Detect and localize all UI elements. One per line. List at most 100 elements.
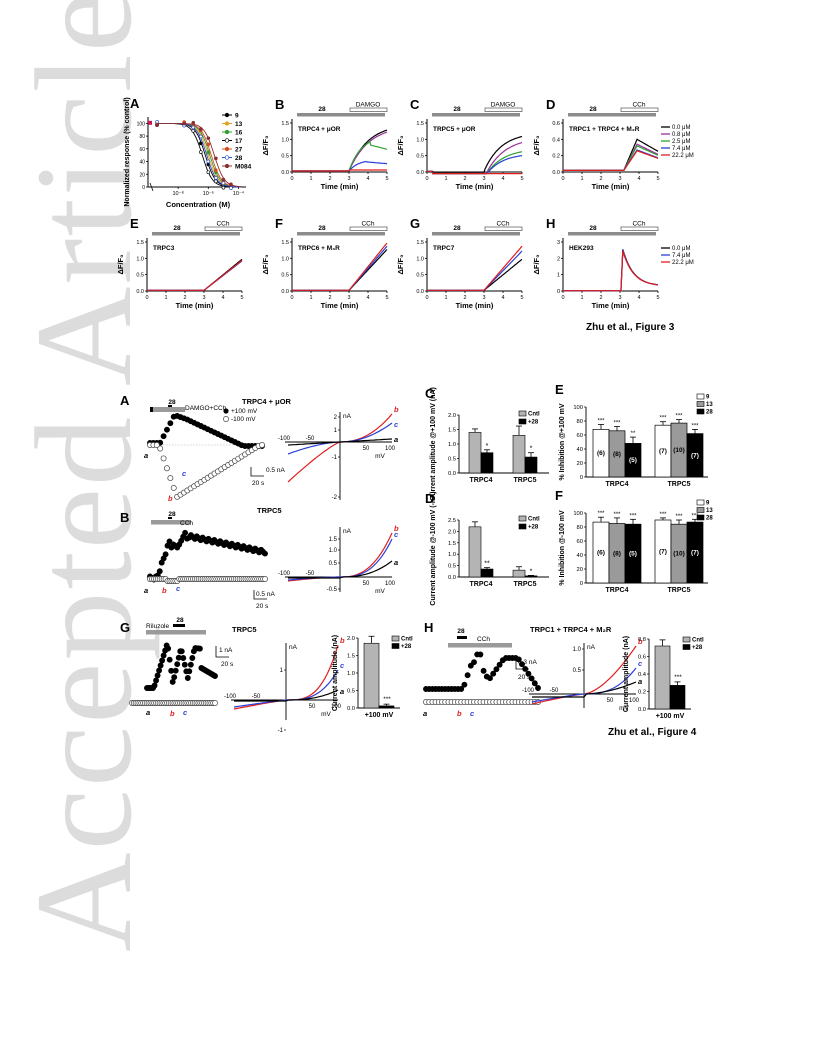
scale-bar	[250, 467, 264, 477]
scale-bar	[515, 660, 529, 670]
significance-stars: ***	[674, 674, 682, 681]
y-tick-label: 1.5	[416, 121, 424, 127]
agonist-label: Riluzole	[146, 623, 170, 630]
bar-y-tick-label: 2.0	[347, 636, 355, 642]
y-tick-label: 0.5	[281, 273, 289, 279]
iv-x-tick-label: -50	[306, 571, 315, 577]
current-point-positive	[166, 538, 173, 545]
agonist-label: CCh	[361, 221, 374, 228]
data-point	[229, 186, 233, 190]
significance-stars: ***	[659, 416, 667, 422]
current-point-positive	[174, 661, 181, 668]
bar-TRPC5-+28	[524, 456, 538, 474]
y-tick-label: 1.5	[281, 121, 289, 127]
current-point-positive	[490, 670, 497, 677]
group-label: TRPC5	[668, 481, 691, 488]
panel-letter: G	[120, 620, 130, 635]
y-axis-label: ΔF/F₀	[261, 135, 270, 155]
iv-curve-label: c	[394, 530, 399, 539]
bar-y-tick-label: 0.0	[448, 575, 456, 581]
significance-stars: ***	[613, 421, 621, 427]
agonist-bar	[153, 407, 185, 412]
control-marker	[148, 120, 152, 125]
fluorescence-trace	[292, 141, 388, 172]
x-axis-label: Concentration (M)	[166, 200, 231, 209]
agonist-label: DAMGO+CCh	[185, 405, 227, 412]
time-point-c: c	[182, 469, 187, 478]
y-tick-label: 20	[139, 172, 145, 178]
bar-y-tick-label: 2.0	[448, 529, 456, 535]
panel-3c: C 28 DAMGO 0.0 0.5 1.0 1.5 0 1 2 3 4 5 Time (min) ΔF/F…	[396, 97, 524, 191]
group-label: TRPC5	[668, 587, 691, 594]
y-tick-label: 0.5	[416, 154, 424, 160]
current-point-positive	[525, 670, 532, 677]
legend-swatch	[682, 644, 691, 650]
sample-size: (10)	[673, 447, 685, 454]
x-tick-label: 3	[347, 295, 350, 301]
agonist-label: CCh	[632, 102, 645, 109]
x-tick-label: 2	[599, 176, 602, 182]
fluorescence-trace	[147, 258, 243, 291]
y-tick-label: 80	[139, 134, 145, 140]
time-point-b: b	[162, 586, 167, 595]
fluorescence-trace	[292, 131, 388, 172]
significance-stars: ***	[675, 514, 683, 520]
y-tick-label: 0.5	[416, 273, 424, 279]
bar-TRPC5-Cntl	[512, 569, 526, 578]
data-point	[221, 185, 226, 190]
bar-TRPC4-Cntl	[468, 432, 482, 474]
panel-letter: B	[275, 97, 284, 112]
bar-y-tick-label: 0.6	[638, 655, 646, 661]
panel-4e: E 0 20 40 60 80 100 % Inhibition @+100 mV *** (6)…	[555, 382, 713, 488]
panel-letter: F	[275, 216, 283, 231]
current-point-positive	[480, 667, 487, 674]
bar-y-tick-label: 0.5	[448, 457, 456, 463]
panel-3h: H 28 CCh 0 1 2 3 0 1 2 3 4 5 Time (min) ΔF/F₀ HEK293 0.0…	[532, 216, 694, 310]
current-point-positive	[171, 674, 178, 681]
fluorescence-trace	[292, 242, 388, 291]
current-point-positive	[531, 680, 538, 687]
sample-size: (6)	[597, 550, 605, 557]
panel-title: TRPC4 + μOR	[242, 397, 292, 406]
iv-unit-label: nA	[289, 644, 298, 651]
legend-swatch	[696, 514, 705, 521]
drug-label: 28	[589, 225, 597, 232]
time-point-b: b	[170, 709, 175, 718]
significance-stars: ***	[597, 511, 605, 517]
bar-y-axis-label: Current amplitude (nA)	[623, 636, 630, 712]
significance-stars: *	[530, 446, 533, 453]
iv-y-tick-label: -2	[332, 495, 338, 501]
y-axis-label: ΔF/F₀	[532, 135, 541, 155]
drug-bar	[457, 636, 467, 639]
agonist-bar	[204, 226, 243, 231]
iv-curve-label: a	[340, 687, 344, 696]
current-point-positive	[187, 661, 194, 668]
bar-y-tick-label: 80	[577, 525, 583, 531]
bar-y-tick-label: 40	[577, 447, 583, 453]
y-axis-label: ΔF/F₀	[261, 254, 270, 274]
x-tick-label: 0	[290, 295, 293, 301]
current-point-positive	[172, 667, 179, 674]
iv-curve-a	[532, 681, 637, 698]
legend-label: M084	[235, 164, 252, 171]
current-point-negative	[157, 445, 164, 452]
drug-label: 28	[318, 225, 326, 232]
iv-curve-c	[233, 669, 339, 708]
legend-swatch	[696, 401, 705, 407]
current-point-positive	[180, 655, 187, 661]
current-point-negative	[212, 700, 218, 706]
current-point-positive	[262, 550, 268, 557]
x-tick-label: 4	[221, 295, 224, 301]
bar-y-axis-label: % Inhibition @+100 mV	[559, 403, 566, 480]
significance-stars: **	[631, 431, 636, 437]
x-tick-label: 1	[164, 295, 167, 301]
panel-4c: C 0.0 0.5 1.0 1.5 2.0 Current amplitude @+100 …	[425, 386, 549, 501]
bar-y-tick-label: 0.0	[638, 707, 646, 713]
fluorescence-trace	[427, 170, 522, 175]
scale-current-label: 0.3 nA	[518, 659, 537, 666]
agonist-label: CCh	[496, 221, 509, 228]
construct-label: TRPC5 + μOR	[433, 126, 476, 133]
panel-title: TRPC1 + TRPC4 + M₂R	[530, 625, 612, 634]
bar-y-tick-label: 1.5	[448, 428, 456, 434]
significance-stars: ***	[659, 512, 667, 518]
